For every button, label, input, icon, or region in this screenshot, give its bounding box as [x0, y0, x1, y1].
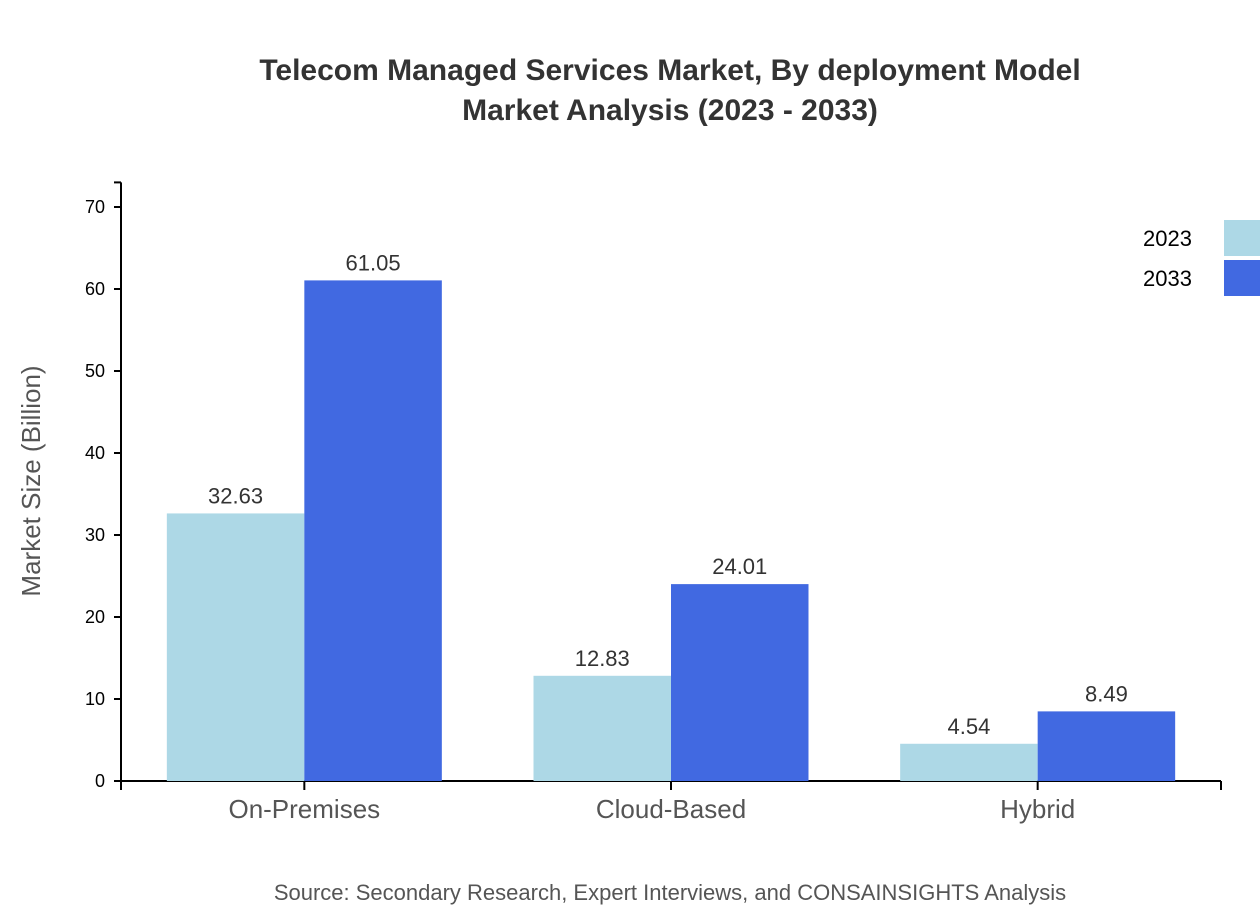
bar-2023: [533, 675, 671, 781]
y-tick-label: 10: [85, 689, 105, 709]
y-tick-label: 50: [85, 361, 105, 381]
legend-swatch: [1224, 220, 1260, 256]
data-label: 4.54: [948, 714, 991, 739]
x-tick-label: Hybrid: [1000, 794, 1075, 824]
data-label: 24.01: [712, 554, 767, 579]
data-label: 12.83: [575, 646, 630, 671]
bar-2023: [900, 743, 1038, 781]
y-tick-label: 70: [85, 197, 105, 217]
y-tick-label: 60: [85, 279, 105, 299]
chart-title: Telecom Managed Services Market, By depl…: [259, 54, 1080, 87]
data-label: 61.05: [346, 250, 401, 275]
y-tick-label: 0: [95, 771, 105, 791]
y-tick-label: 40: [85, 443, 105, 463]
y-tick-label: 30: [85, 525, 105, 545]
legend-label: 2033: [1143, 266, 1192, 291]
bar-2033: [671, 584, 809, 781]
bar-2023: [166, 513, 305, 781]
source-note: Source: Secondary Research, Expert Inter…: [274, 880, 1066, 905]
legend-label: 2023: [1143, 226, 1192, 251]
chart-subtitle: Market Analysis (2023 - 2033): [462, 94, 878, 127]
data-label: 8.49: [1085, 681, 1128, 706]
y-axis-label: Market Size (Billion): [16, 365, 46, 596]
x-tick-label: Cloud-Based: [596, 794, 746, 824]
bar-2033: [304, 280, 442, 781]
bar-2033: [1037, 711, 1176, 781]
x-tick-label: On-Premises: [228, 794, 380, 824]
y-tick-label: 20: [85, 607, 105, 627]
data-label: 32.63: [208, 483, 263, 508]
legend-swatch: [1224, 260, 1260, 296]
